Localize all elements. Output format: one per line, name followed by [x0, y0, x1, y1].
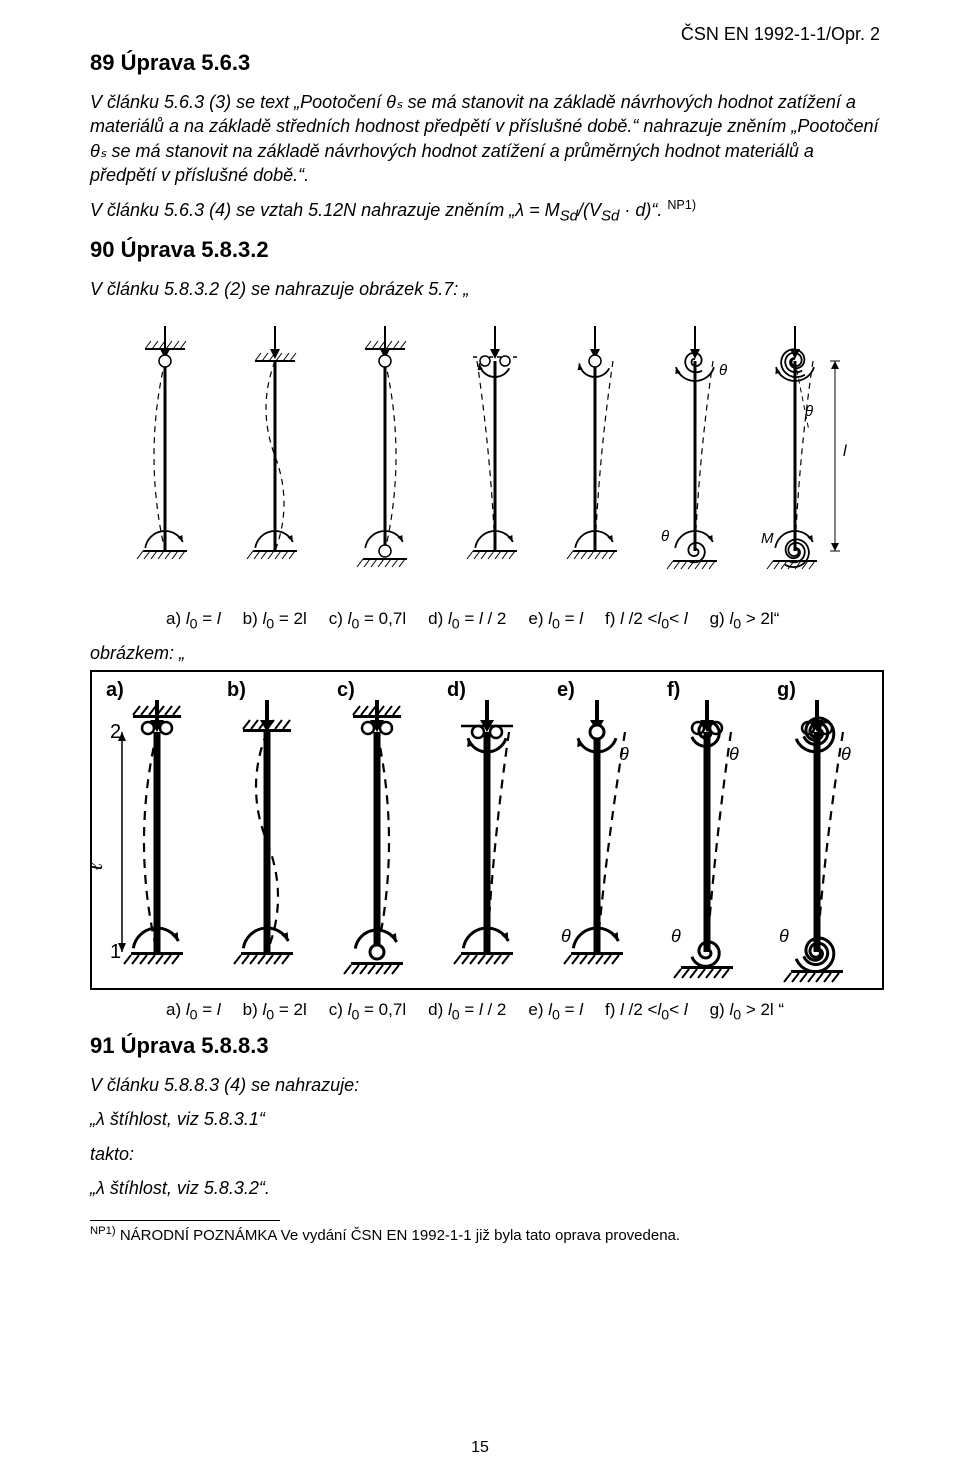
caption-item: f) l /2 <l0< l [605, 609, 688, 632]
caption-item: c) l0 = 0,7l [329, 1000, 406, 1023]
section-91-title: 91 Úprava 5.8.8.3 [90, 1033, 880, 1059]
caption-item: a) l0 = l [166, 609, 221, 632]
svg-text:θ: θ [619, 744, 629, 764]
p89b: V článku 5.6.3 (4) se vztah 5.12N nahraz… [90, 197, 880, 227]
p91c: takto: [90, 1142, 880, 1166]
caption-item: d) l0 = l / 2 [428, 609, 506, 632]
p89b-sub2: Sd [601, 208, 619, 225]
svg-text:θ: θ [671, 926, 681, 946]
svg-text:θ: θ [729, 744, 739, 764]
svg-text:l: l [843, 443, 847, 460]
svg-text:a): a) [106, 679, 124, 701]
p89b-note: NP1) [667, 198, 696, 212]
p91d: „λ štíhlost, viz 5.8.3.2“. [90, 1176, 880, 1200]
page-number: 15 [0, 1439, 960, 1457]
p89b-mid: /(V [578, 200, 601, 220]
svg-text:θ: θ [779, 926, 789, 946]
svg-text:b): b) [227, 679, 246, 701]
svg-text:f): f) [667, 679, 680, 701]
obrazkem-label: obrázkem: „ [90, 643, 880, 664]
svg-text:θ: θ [561, 926, 571, 946]
svg-text:θ: θ [719, 362, 727, 379]
doc-header: ČSN EN 1992-1-1/Opr. 2 [681, 24, 880, 45]
caption-item: e) l0 = l [528, 1000, 583, 1023]
footnote: NP1) NÁRODNÍ POZNÁMKA Ve vydání ČSN EN 1… [90, 1225, 880, 1244]
p91a: V článku 5.8.8.3 (4) se nahrazuje: [90, 1073, 880, 1097]
footnote-label: NP1) [90, 1225, 116, 1237]
caption-item: e) l0 = l [528, 609, 583, 632]
svg-text:d): d) [447, 679, 466, 701]
figure-5-7-original: θθMlθ [90, 311, 880, 601]
svg-text:θ: θ [661, 528, 669, 545]
caption-item: a) l0 = l [166, 1000, 221, 1023]
svg-text:e): e) [557, 679, 575, 701]
caption-row-1: a) l0 = l b) l0 = 2l c) l0 = 0,7l d) l0 = l… [90, 609, 880, 632]
p89b-pre: V článku 5.6.3 (4) se vztah 5.12N nahraz… [90, 200, 560, 220]
p89b-sub1: Sd [560, 208, 578, 225]
p89b-post: · d)“. [619, 200, 667, 220]
svg-text:θ: θ [841, 744, 851, 764]
p90a: V článku 5.8.3.2 (2) se nahrazuje obráze… [90, 277, 880, 301]
caption-item: b) l0 = 2l [243, 609, 307, 632]
section-90-title: 90 Úprava 5.8.3.2 [90, 237, 880, 263]
caption-item: g) l0 > 2l “ [710, 1000, 785, 1023]
svg-text:c): c) [337, 679, 355, 701]
footnote-text: NÁRODNÍ POZNÁMKA Ve vydání ČSN EN 1992-1… [120, 1227, 680, 1244]
svg-text:ℓ: ℓ [92, 862, 107, 871]
figure-5-7-replacement: a)b)c)d)e)f)g)21ℓθθθθθθ [90, 670, 884, 990]
caption-item: f) l /2 <l0< l [605, 1000, 688, 1023]
svg-text:M: M [761, 530, 774, 547]
caption-item: g) l0 > 2l“ [710, 609, 780, 632]
caption-row-2: a) l0 = l b) l0 = 2l c) l0 = 0,7l d) l0 = l… [90, 1000, 880, 1023]
caption-item: b) l0 = 2l [243, 1000, 307, 1023]
section-89-title: 89 Úprava 5.6.3 [90, 50, 880, 76]
p89a: V článku 5.6.3 (3) se text „Pootočení θₛ… [90, 90, 880, 187]
svg-text:g): g) [777, 679, 796, 701]
caption-item: c) l0 = 0,7l [329, 609, 406, 632]
caption-item: d) l0 = l / 2 [428, 1000, 506, 1023]
footnote-rule [90, 1220, 280, 1221]
p91b: „λ štíhlost, viz 5.8.3.1“ [90, 1107, 880, 1131]
